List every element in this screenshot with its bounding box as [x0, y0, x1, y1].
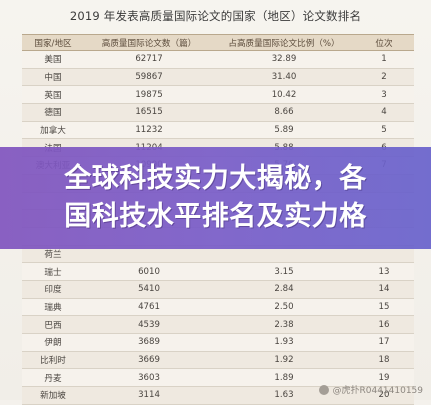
table-row: 德国 16515 8.66 4 — [22, 103, 414, 122]
cell-paper-count: 19875 — [84, 85, 214, 105]
cell-paper-count: 62717 — [84, 50, 214, 69]
header-rank: 位次 — [354, 34, 414, 51]
cell-rank: 14 — [354, 280, 414, 299]
table-row: 中国 59867 31.40 2 — [22, 68, 414, 87]
header-paper-count: 高质量国际论文数（篇） — [84, 34, 214, 51]
cell-rank — [354, 245, 414, 264]
cell-paper-count — [84, 245, 214, 264]
cell-share: 31.40 — [214, 68, 354, 87]
cell-rank: 4 — [354, 103, 414, 122]
cell-rank: 15 — [354, 298, 414, 317]
cell-paper-count: 4539 — [84, 315, 214, 334]
cell-paper-count: 3669 — [84, 351, 214, 370]
cell-share: 2.50 — [214, 298, 354, 317]
cell-paper-count: 4761 — [84, 298, 214, 317]
cell-country: 中国 — [22, 68, 84, 87]
table-row: 巴西 4539 2.38 16 — [22, 315, 414, 334]
cell-paper-count: 3603 — [84, 368, 214, 388]
cell-share: 8.66 — [214, 103, 354, 122]
cell-country: 丹麦 — [22, 368, 84, 388]
table-header-row: 国家/地区 高质量国际论文数（篇） 占高质量国际论文比例（%） 位次 — [22, 34, 414, 51]
cell-country: 瑞典 — [22, 298, 84, 317]
cell-country: 新加坡 — [22, 386, 84, 405]
watermark-text: @虎扑R0441410159 — [332, 386, 423, 396]
table-row: 瑞典 4761 2.50 15 — [22, 298, 414, 317]
cell-share: 2.84 — [214, 280, 354, 299]
cell-country: 比利时 — [22, 351, 84, 370]
watermark-logo-icon — [319, 384, 330, 395]
table-row: 伊朗 3689 1.93 17 — [22, 333, 414, 352]
cell-share: 3.15 — [214, 262, 354, 281]
watermark: @虎扑R0441410159 — [319, 383, 423, 396]
cell-country: 美国 — [22, 50, 84, 69]
cell-share: 5.89 — [214, 121, 354, 140]
table-row: 美国 62717 32.89 1 — [22, 50, 414, 69]
cell-paper-count: 3114 — [84, 386, 214, 405]
cell-country: 加拿大 — [22, 121, 84, 140]
cell-country: 印度 — [22, 280, 84, 299]
table-row: 荷兰 — [22, 245, 414, 264]
cell-paper-count: 16515 — [84, 103, 214, 122]
cell-share: 1.92 — [214, 351, 354, 370]
header-share: 占高质量国际论文比例（%） — [214, 34, 354, 51]
table-row: 英国 19875 10.42 3 — [22, 85, 414, 105]
header-country: 国家/地区 — [22, 34, 84, 51]
cell-country: 德国 — [22, 103, 84, 122]
table-title: 2019 年发表高质量国际论文的国家（地区）论文数排名 — [69, 9, 362, 23]
table-row: 比利时 3669 1.92 18 — [22, 351, 414, 370]
cell-share — [214, 245, 354, 264]
cell-rank: 3 — [354, 85, 414, 105]
cell-paper-count: 6010 — [84, 262, 214, 281]
cell-rank: 19 — [354, 368, 414, 388]
headline-line-2: 国科技水平排名及实力格 — [64, 201, 367, 232]
headline-banner: 全球科技实力大揭秘，各 国科技水平排名及实力格 — [0, 147, 431, 249]
table-row: 加拿大 11232 5.89 5 — [22, 121, 414, 140]
cell-share: 1.93 — [214, 333, 354, 352]
table-row: 瑞士 6010 3.15 13 — [22, 262, 414, 281]
cell-country: 瑞士 — [22, 262, 84, 281]
cell-country: 伊朗 — [22, 333, 84, 352]
cell-country: 荷兰 — [22, 245, 84, 264]
cell-country: 英国 — [22, 85, 84, 105]
headline-line-1: 全球科技实力大揭秘，各 — [64, 163, 367, 194]
cell-paper-count: 5410 — [84, 280, 214, 299]
table-row: 印度 5410 2.84 14 — [22, 280, 414, 299]
cell-share: 1.89 — [214, 368, 354, 388]
cell-paper-count: 59867 — [84, 68, 214, 87]
cell-share: 2.38 — [214, 315, 354, 334]
table-row: 丹麦 3603 1.89 19 — [22, 368, 414, 388]
cell-paper-count: 3689 — [84, 333, 214, 352]
cell-rank: 5 — [354, 121, 414, 140]
cell-rank: 1 — [354, 50, 414, 69]
cell-rank: 2 — [354, 68, 414, 87]
cell-country: 巴西 — [22, 315, 84, 334]
cell-share: 32.89 — [214, 50, 354, 69]
cell-rank: 16 — [354, 315, 414, 334]
cell-paper-count: 11232 — [84, 121, 214, 140]
cell-rank: 17 — [354, 333, 414, 352]
cell-rank: 13 — [354, 262, 414, 281]
cell-share: 10.42 — [214, 85, 354, 105]
cell-rank: 18 — [354, 351, 414, 370]
